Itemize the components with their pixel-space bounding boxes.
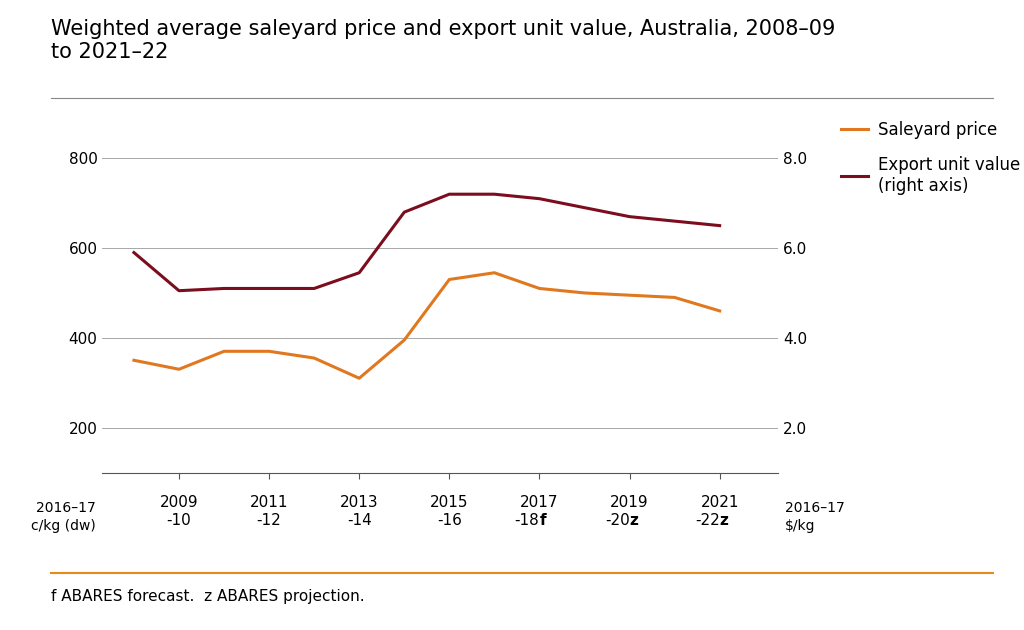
Text: 2019: 2019 — [610, 495, 649, 510]
Text: 2016–17: 2016–17 — [785, 501, 845, 515]
Text: 2011: 2011 — [250, 495, 289, 510]
Text: 2021: 2021 — [700, 495, 739, 510]
Text: -12: -12 — [257, 513, 282, 528]
Text: -20: -20 — [605, 513, 630, 528]
Text: -22: -22 — [695, 513, 720, 528]
Text: f: f — [540, 513, 546, 528]
Text: z: z — [630, 513, 638, 528]
Text: 2015: 2015 — [430, 495, 469, 510]
Text: 2016–17: 2016–17 — [36, 501, 95, 515]
Text: -18: -18 — [515, 513, 540, 528]
Text: -16: -16 — [437, 513, 462, 528]
Text: z: z — [720, 513, 728, 528]
Text: $/kg: $/kg — [785, 519, 815, 533]
Text: -14: -14 — [347, 513, 372, 528]
Text: f ABARES forecast.  z ABARES projection.: f ABARES forecast. z ABARES projection. — [51, 589, 365, 604]
Text: Weighted average saleyard price and export unit value, Australia, 2008–09
to 202: Weighted average saleyard price and expo… — [51, 19, 836, 62]
Text: 2017: 2017 — [520, 495, 559, 510]
Text: 2013: 2013 — [340, 495, 379, 510]
Text: c/kg (dw): c/kg (dw) — [31, 519, 95, 533]
Text: 2009: 2009 — [160, 495, 199, 510]
Legend: Saleyard price, Export unit value
(right axis): Saleyard price, Export unit value (right… — [835, 115, 1024, 202]
Text: -10: -10 — [167, 513, 191, 528]
